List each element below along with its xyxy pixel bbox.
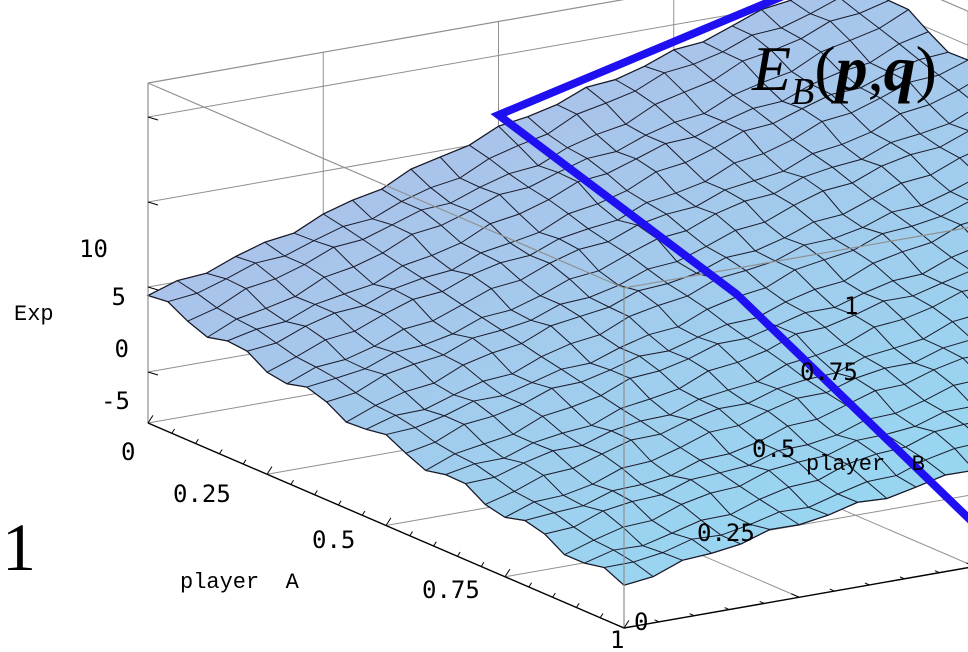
side-label: 1 [2,509,36,585]
tick-mark [759,600,765,604]
mesh-line [322,213,800,526]
tick-mark [864,582,870,586]
mesh-line [790,0,968,131]
mesh-line [410,168,888,499]
tick-mark [147,415,154,424]
x-tick-label: 0.25 [173,480,231,508]
title-subscript: B [791,71,814,113]
mesh-line [585,86,968,365]
highlight-path [490,0,968,524]
mesh-line [673,49,968,270]
tick-mark [575,602,580,608]
tick-mark [147,201,159,206]
mesh-line [556,104,968,402]
z-tick-label: 5 [112,283,126,311]
title-q: q [884,33,916,104]
box-edge [623,227,968,289]
tick-mark [337,500,342,506]
tick-mark [829,588,835,592]
tick-mark [147,286,159,291]
tick-mark [456,551,461,557]
z-tick-label: -5 [101,387,130,415]
tick-mark [147,371,159,376]
title-close-paren: ) [916,33,937,104]
title-e: E [751,33,791,104]
tick-mark [528,582,532,588]
tick-mark [218,449,223,455]
tick-mark [314,490,318,496]
x-tick-label: 1 [610,626,624,652]
mesh-line [352,199,829,516]
tick-mark [790,593,800,598]
title-open-paren: ( [814,33,835,104]
surface-mesh [146,0,968,586]
y-tick-label: 0 [634,608,648,636]
mesh-line [886,0,968,61]
chart-title: EB(p,q) [751,33,937,113]
tick-mark [899,576,905,580]
mesh-line [644,65,968,299]
tick-mark [290,479,294,485]
y-tick-label: 0.5 [752,435,795,463]
x-axis-label: player A [180,570,300,595]
tick-mark [689,613,695,617]
mesh-line [439,156,917,488]
tick-mark [361,510,366,516]
z-tick-label: 0 [115,335,129,363]
box-edge [623,566,968,629]
y-tick-label: 0.75 [800,358,858,386]
y-tick-label: 0.25 [697,519,755,547]
tick-mark [433,541,437,547]
tick-mark [623,620,630,629]
z-axis-label: Exp [14,302,54,327]
tick-mark [266,466,273,475]
mesh-line [206,272,683,561]
x-tick-label: 0.5 [312,526,355,554]
title-comma: , [868,33,884,104]
tick-mark [615,623,625,629]
y-tick-label: 1 [844,292,858,320]
tick-mark [654,619,660,623]
x-tick-label: 0 [121,438,135,466]
mesh-line [264,241,742,545]
tick-mark [195,438,199,444]
tick-mark [599,613,604,619]
mesh-line [841,0,968,99]
tick-mark [147,116,159,121]
z-tick-label: 10 [79,235,108,263]
grid-line [861,0,968,46]
mesh-line [176,280,654,578]
tick-mark [409,531,413,537]
title-p: p [831,33,868,104]
mesh-line [615,79,968,337]
tick-mark [242,459,247,465]
tick-mark [385,517,392,526]
box-edge [147,82,625,289]
tick-mark [504,568,511,578]
mesh-line [761,9,968,167]
tick-mark [552,592,556,598]
x-tick-label: 0.75 [422,576,480,604]
bounding-box-front [147,0,968,629]
mesh-line [235,255,712,554]
y-axis-label: player B [806,452,925,477]
tick-mark [480,561,485,567]
mesh-line [381,188,858,503]
box-edge [147,0,625,84]
mesh-line [293,232,771,530]
tick-mark [171,428,175,434]
mesh-line [147,295,625,586]
mesh-line [702,41,968,233]
mesh-line [527,116,968,429]
tick-mark [934,570,940,574]
mesh-line [731,25,968,201]
tick-mark [724,607,730,611]
